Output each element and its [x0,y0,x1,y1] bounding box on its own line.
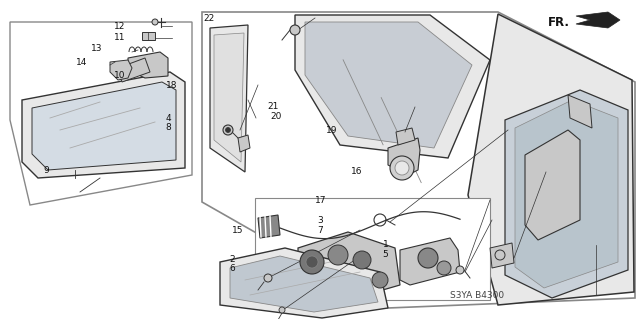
Polygon shape [214,33,244,162]
Text: 13: 13 [91,44,102,53]
Polygon shape [568,95,592,128]
Polygon shape [515,100,618,288]
Polygon shape [210,25,248,172]
Polygon shape [128,52,168,78]
Text: 22: 22 [204,14,215,23]
Text: 1: 1 [383,241,388,249]
Polygon shape [32,82,176,170]
Circle shape [372,272,388,288]
Text: FR.: FR. [548,16,570,28]
Circle shape [390,156,414,180]
Text: 14: 14 [76,58,87,67]
Text: 18: 18 [166,81,178,90]
Text: 3: 3 [317,216,323,225]
Polygon shape [305,22,472,148]
Text: 5: 5 [383,250,388,259]
Text: 4: 4 [165,114,171,122]
Polygon shape [576,12,620,28]
Polygon shape [298,232,400,300]
Polygon shape [258,215,280,238]
Circle shape [437,261,451,275]
Circle shape [306,256,318,268]
Circle shape [264,274,272,282]
Text: 7: 7 [317,226,323,235]
Polygon shape [238,135,250,152]
Polygon shape [142,32,155,40]
Circle shape [328,245,348,265]
Polygon shape [118,58,150,82]
Polygon shape [10,22,192,205]
Polygon shape [396,128,415,145]
Text: 11: 11 [114,33,125,42]
Circle shape [456,266,464,274]
Text: 6: 6 [229,264,235,273]
Text: 21: 21 [268,102,279,111]
Polygon shape [220,248,388,318]
Polygon shape [202,12,635,308]
Text: 2: 2 [229,255,235,263]
Text: 15: 15 [232,226,243,235]
Polygon shape [388,138,420,175]
Circle shape [223,125,233,135]
Text: 12: 12 [114,22,125,31]
Polygon shape [400,238,460,285]
Polygon shape [525,130,580,240]
Text: 17: 17 [315,196,326,205]
Text: 10: 10 [114,71,125,80]
Circle shape [353,251,371,269]
Polygon shape [110,60,132,80]
Text: S3YA B4300: S3YA B4300 [450,291,504,300]
Circle shape [300,250,324,274]
Circle shape [290,25,300,35]
Polygon shape [468,14,634,305]
Text: 16: 16 [351,167,362,176]
Text: 8: 8 [165,123,171,132]
Polygon shape [255,198,490,300]
Polygon shape [490,243,514,268]
Polygon shape [505,90,628,298]
Text: 19: 19 [326,126,338,135]
Circle shape [395,161,409,175]
Circle shape [225,128,230,132]
Circle shape [279,307,285,313]
Circle shape [418,248,438,268]
Polygon shape [230,256,378,312]
Text: 9: 9 [44,166,49,175]
Polygon shape [22,72,185,178]
Text: 20: 20 [270,112,282,121]
Circle shape [152,19,158,25]
Polygon shape [295,15,490,158]
